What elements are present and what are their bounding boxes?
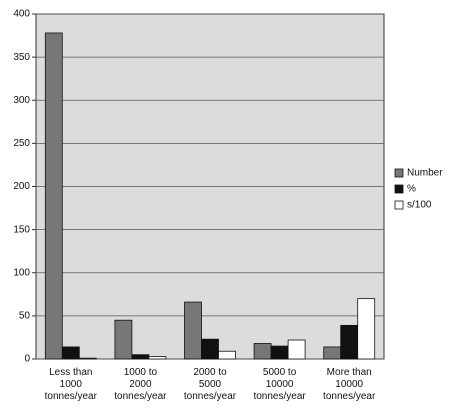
- y-tick-label: 50: [19, 311, 31, 322]
- bar: [78, 357, 97, 360]
- legend-label: s/100: [407, 200, 432, 211]
- y-tick-label: 150: [13, 224, 30, 235]
- y-tick-label: 200: [13, 181, 30, 192]
- y-tick-label: 300: [13, 95, 30, 106]
- bar: [323, 346, 342, 360]
- legend-swatch: [394, 168, 404, 178]
- bar: [184, 301, 202, 360]
- bar: [44, 32, 63, 360]
- x-tick-label: 2000 to 5000 tonnes/year: [183, 367, 237, 402]
- bar: [201, 338, 219, 360]
- bar: [287, 339, 306, 360]
- legend-swatch: [394, 184, 404, 194]
- bar: [270, 345, 289, 360]
- y-tick-label: 400: [13, 9, 30, 20]
- bar: [61, 346, 80, 360]
- x-tick-label: More than 10000 tonnes/year: [323, 367, 376, 402]
- y-tick-label: 100: [13, 267, 30, 278]
- bar: [148, 356, 167, 360]
- legend-label: Number: [407, 168, 443, 179]
- bar: [340, 324, 359, 360]
- y-tick-label: 0: [24, 354, 30, 365]
- bar: [131, 354, 150, 360]
- bar: [114, 319, 133, 360]
- bar: [357, 298, 376, 360]
- x-tick-label: 1000 to 2000 tonnes/year: [114, 367, 167, 402]
- x-tick-label: Less than 1000 tonnes/year: [44, 367, 97, 402]
- y-tick-label: 250: [13, 138, 30, 149]
- legend-swatch: [394, 200, 404, 210]
- bar: [253, 343, 272, 360]
- legend-label: %: [407, 184, 416, 195]
- x-tick-label: 5000 to 10000 tonnes/year: [253, 367, 306, 402]
- y-tick-label: 350: [13, 52, 30, 63]
- bar: [218, 350, 236, 360]
